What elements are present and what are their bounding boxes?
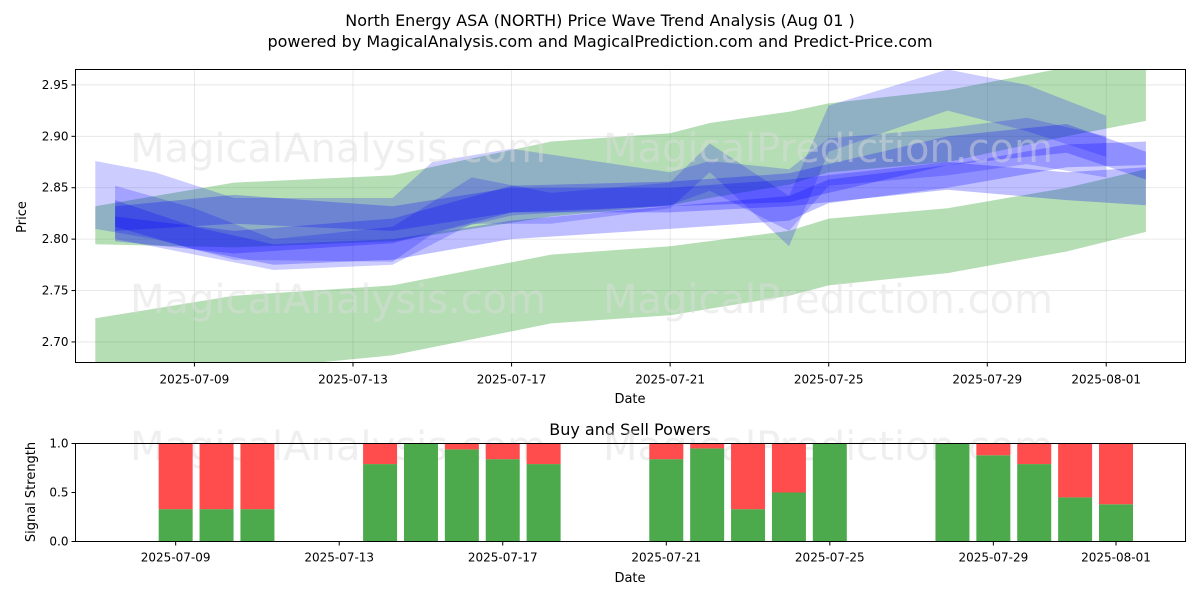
signal-x-ticks: 2025-07-09 2025-07-13 2025-07-17 2025-07-21… <box>141 541 1151 565</box>
signal-y-tick-label: 0.0 <box>49 535 68 549</box>
buy-bar <box>199 509 234 542</box>
price-y-tick-label: 2.90 <box>42 129 69 143</box>
buy-bar <box>690 448 725 542</box>
sell-bar <box>444 443 479 450</box>
sell-bar <box>976 443 1011 456</box>
price-x-tick-label: 2025-07-21 <box>635 373 705 387</box>
signal-y-tick-label: 1.0 <box>49 437 68 451</box>
price-x-ticks: 2025-07-09 2025-07-13 2025-07-17 2025-07-21… <box>160 362 1141 387</box>
buy-bar <box>1058 497 1093 542</box>
signal-x-tick-label: 2025-07-13 <box>304 551 374 565</box>
price-watermarks: MagicalAnalysis.com MagicalPrediction.co… <box>130 126 1053 323</box>
signal-x-tick-label: 2025-08-01 <box>1081 551 1151 565</box>
price-x-label: Date <box>614 392 645 407</box>
blue-wave-2 <box>115 69 1107 270</box>
sell-bar <box>158 443 193 510</box>
price-x-tick-label: 2025-07-25 <box>794 373 864 387</box>
buy-bar <box>812 443 847 542</box>
signal-y-ticks: 0.0 0.5 1.0 <box>49 437 76 549</box>
sell-bar <box>690 443 725 449</box>
price-grid <box>75 69 1186 363</box>
sell-bar <box>1098 443 1133 505</box>
signal-x-label: Date <box>614 571 645 586</box>
buy-bar <box>731 509 766 542</box>
buy-bar <box>444 449 479 542</box>
sell-bar <box>731 443 766 510</box>
watermark-analysis-mid: MagicalAnalysis.com <box>130 277 546 323</box>
green-upper-band <box>95 69 1146 248</box>
buy-bar <box>403 443 438 542</box>
price-bands <box>95 69 1146 363</box>
signal-bars <box>158 443 1133 542</box>
signal-y-tick-label: 0.5 <box>49 486 68 500</box>
price-x-tick-label: 2025-07-29 <box>952 373 1022 387</box>
blue-wave-1 <box>95 117 1107 262</box>
sell-bar <box>485 443 520 460</box>
sell-bar <box>240 443 275 510</box>
sell-bar <box>1017 443 1052 465</box>
price-x-tick-label: 2025-07-13 <box>318 373 388 387</box>
price-y-tick-label: 2.75 <box>42 284 69 298</box>
buy-bar <box>1098 504 1133 542</box>
sell-bar <box>771 443 806 493</box>
sell-bar <box>526 443 561 465</box>
buy-bar <box>935 443 970 542</box>
buy-bar <box>363 464 398 542</box>
watermark-analysis-top: MagicalAnalysis.com <box>130 126 546 172</box>
green-lower-band <box>95 169 1146 363</box>
price-y-tick-label: 2.85 <box>42 181 69 195</box>
price-plot-frame <box>75 69 1186 363</box>
price-y-tick-label: 2.95 <box>42 78 69 92</box>
signal-x-tick-label: 2025-07-09 <box>141 551 211 565</box>
buy-bar <box>485 459 520 542</box>
signal-x-tick-label: 2025-07-21 <box>631 551 701 565</box>
watermark-prediction-top: MagicalPrediction.com <box>603 126 1053 172</box>
price-x-tick-label: 2025-08-01 <box>1071 373 1141 387</box>
buy-bar <box>526 464 561 542</box>
buy-bar <box>240 509 275 542</box>
chart-title: North Energy ASA (NORTH) Price Wave Tren… <box>345 11 855 30</box>
sell-bar <box>363 443 398 465</box>
price-y-tick-label: 2.70 <box>42 335 69 349</box>
buy-bar <box>1017 464 1052 542</box>
signal-x-tick-label: 2025-07-29 <box>958 551 1028 565</box>
buy-bar <box>771 492 806 542</box>
buy-bar <box>976 455 1011 542</box>
buy-bar <box>649 459 684 542</box>
signal-x-tick-label: 2025-07-25 <box>795 551 865 565</box>
price-x-tick-label: 2025-07-09 <box>160 373 230 387</box>
price-y-ticks: 2.70 2.75 2.80 2.85 2.90 2.95 <box>42 78 76 349</box>
blue-wave-3 <box>115 141 1146 265</box>
watermark-prediction-mid: MagicalPrediction.com <box>603 277 1053 323</box>
signal-plot: Buy and Sell Powers MagicalAnalysis.com … <box>24 420 1186 586</box>
signal-x-tick-label: 2025-07-17 <box>468 551 538 565</box>
price-y-label: Price <box>15 201 30 233</box>
chart-subtitle: powered by MagicalAnalysis.com and Magic… <box>267 32 932 51</box>
price-y-tick-label: 2.80 <box>42 232 69 246</box>
signal-y-label: Signal Strength <box>24 442 39 542</box>
blue-wave-4 <box>115 124 1146 254</box>
signal-title: Buy and Sell Powers <box>549 420 711 439</box>
price-x-tick-label: 2025-07-17 <box>477 373 547 387</box>
buy-bar <box>158 509 193 542</box>
price-plot: MagicalAnalysis.com MagicalPrediction.co… <box>15 69 1186 407</box>
sell-bar <box>1058 443 1093 498</box>
sell-bar <box>199 443 234 510</box>
sell-bar <box>649 443 684 460</box>
blue-wave-5 <box>115 162 1146 231</box>
